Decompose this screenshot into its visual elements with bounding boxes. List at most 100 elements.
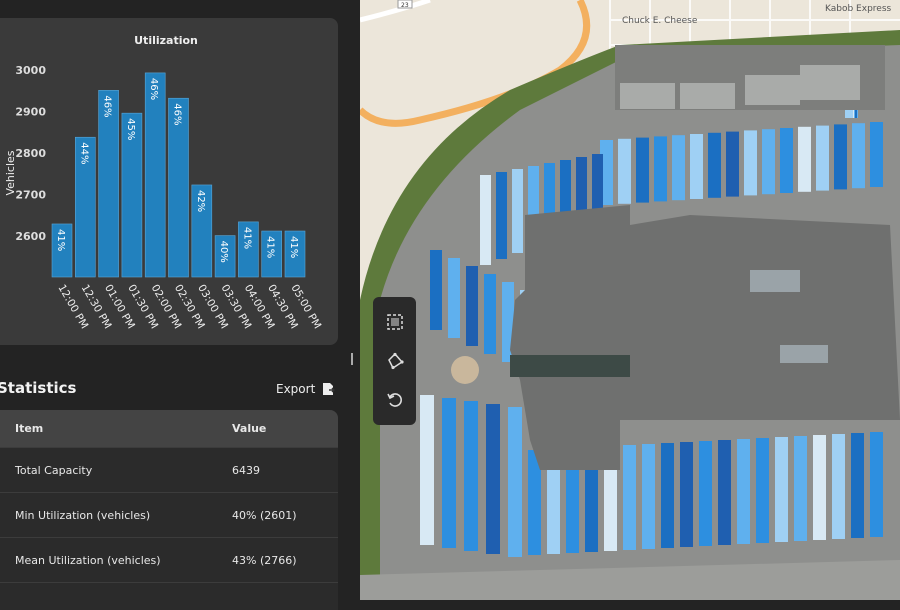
utilization-chart: Utilization Vehicles 2600 2700 2800 2900 3000 4… xyxy=(4,34,323,331)
parking-row xyxy=(464,401,478,551)
bar xyxy=(238,221,259,278)
table-row: Min Utilization (vehicles) 40% (2601) xyxy=(0,493,338,538)
y-tick-label: 2800 xyxy=(15,147,46,160)
export-button[interactable]: Export xyxy=(276,382,336,396)
bar xyxy=(98,90,119,278)
table-header-row: Item Value xyxy=(0,410,338,448)
y-tick-label: 3000 xyxy=(15,64,46,77)
bar-label: 46% xyxy=(172,103,183,125)
parking-row xyxy=(699,441,712,546)
parking-row xyxy=(726,131,739,197)
parking-row xyxy=(642,444,655,549)
parking-row xyxy=(623,445,636,550)
parking-row xyxy=(442,398,456,548)
polygon-icon xyxy=(387,352,404,370)
poi-label: Kabob Express xyxy=(825,4,892,14)
map-view[interactable]: Chuck E. Cheese Kabob Express 23 xyxy=(360,0,900,600)
y-tick-label: 2700 xyxy=(15,189,46,202)
y-axis-label: Vehicles xyxy=(4,150,17,195)
table-row: Mean Utilization (vehicles) 43% (2766) xyxy=(0,538,338,583)
parking-row xyxy=(604,446,617,551)
export-icon xyxy=(323,383,336,395)
row-item: Mean Utilization (vehicles) xyxy=(15,553,161,567)
bar-label: 46% xyxy=(102,95,113,117)
table-row: Total Capacity 6439 xyxy=(0,448,338,493)
bar xyxy=(191,184,213,278)
parking-row xyxy=(718,440,731,545)
road-shield: 23 xyxy=(401,2,409,9)
parking-row xyxy=(585,447,598,552)
y-tick-label: 2600 xyxy=(15,230,46,243)
panel-resize-handle[interactable] xyxy=(351,353,353,365)
bar xyxy=(214,235,236,278)
select-rectangle-icon xyxy=(386,314,403,331)
reset-button[interactable] xyxy=(381,386,409,414)
parking-row xyxy=(813,435,826,540)
parking-row xyxy=(544,163,555,241)
parking-row xyxy=(512,169,523,253)
parking-row xyxy=(798,126,811,192)
bar-label: 46% xyxy=(148,78,159,100)
parking-row xyxy=(420,395,434,545)
parking-row xyxy=(775,437,788,542)
parking-row xyxy=(448,258,460,338)
bar xyxy=(75,136,96,278)
parking-row xyxy=(832,434,845,539)
row-item: Total Capacity xyxy=(15,463,93,477)
parking-row xyxy=(560,160,571,235)
parking-row xyxy=(547,449,560,554)
parking-row xyxy=(870,432,883,537)
bar-label: 41% xyxy=(241,227,252,249)
parking-row xyxy=(661,443,674,548)
parking-row xyxy=(708,132,721,198)
chart-title: Utilization xyxy=(134,34,198,47)
aerial-map: Chuck E. Cheese Kabob Express 23 xyxy=(360,0,900,600)
row-value: 40% (2601) xyxy=(232,508,297,522)
bar-label: 44% xyxy=(78,142,89,164)
parking-row xyxy=(576,157,587,229)
header-value: Value xyxy=(232,422,267,435)
parking-row xyxy=(851,433,864,538)
bar xyxy=(121,112,143,278)
map-toolbar xyxy=(373,297,416,425)
parking-row xyxy=(834,124,847,190)
y-tick-label: 2900 xyxy=(15,106,46,119)
bar xyxy=(51,223,73,278)
bar-label: 41% xyxy=(265,236,276,258)
parking-row xyxy=(737,439,750,544)
parking-row xyxy=(508,407,522,557)
bar xyxy=(261,230,283,278)
parking-row xyxy=(762,129,775,195)
parking-row xyxy=(466,266,478,346)
statistics-title: Statistics xyxy=(0,379,77,397)
bar-label: 45% xyxy=(125,118,136,140)
parking-row xyxy=(486,404,500,554)
draw-polygon-button[interactable] xyxy=(381,347,409,375)
parking-row xyxy=(636,137,649,203)
parking-row xyxy=(592,154,603,223)
parking-row xyxy=(528,166,539,247)
header-item: Item xyxy=(15,422,44,435)
parking-row xyxy=(496,172,507,259)
parking-row xyxy=(794,436,807,541)
row-item: Min Utilization (vehicles) xyxy=(15,508,151,522)
parking-row xyxy=(484,274,496,354)
parking-row xyxy=(744,130,757,196)
parking-row xyxy=(480,175,491,265)
left-panel: Utilization Vehicles 2600 2700 2800 2900 3000 4… xyxy=(0,0,360,610)
parking-row xyxy=(690,134,703,199)
parking-row xyxy=(430,250,442,330)
row-value: 6439 xyxy=(232,463,260,477)
parking-row xyxy=(870,122,883,187)
parking-row xyxy=(852,123,865,189)
bar-label: 41% xyxy=(288,236,299,258)
parking-row xyxy=(816,125,829,191)
poi-label: Chuck E. Cheese xyxy=(622,16,698,26)
parking-row xyxy=(780,128,793,193)
undo-icon xyxy=(386,392,402,407)
parking-row xyxy=(566,448,579,553)
parking-row xyxy=(756,438,769,543)
bar-label: 41% xyxy=(55,229,66,251)
select-rectangle-button[interactable] xyxy=(381,308,409,336)
bar xyxy=(168,97,189,278)
